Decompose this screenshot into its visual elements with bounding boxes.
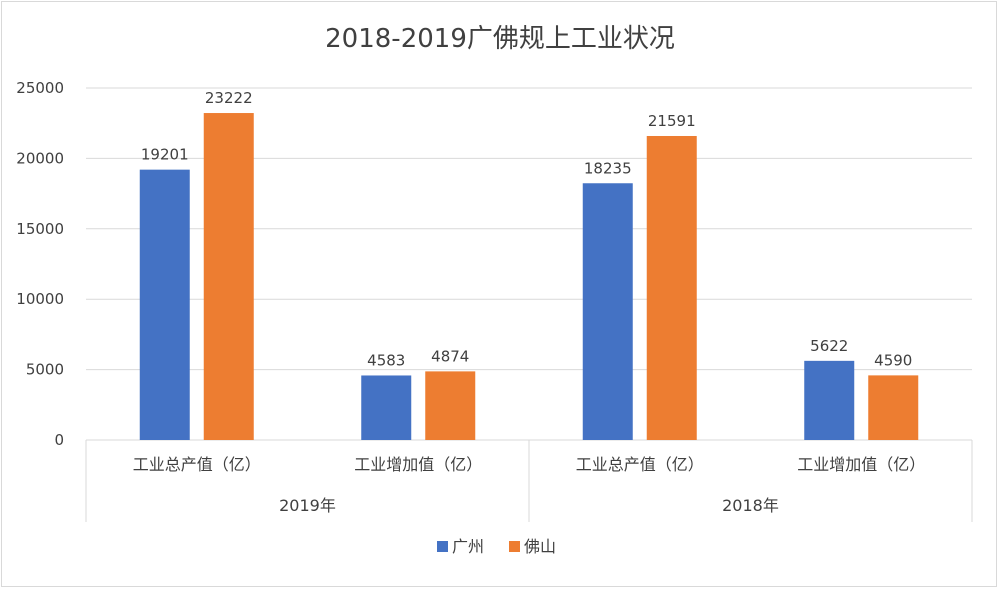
y-tick-label: 20000 — [16, 149, 64, 167]
y-tick-label: 15000 — [16, 220, 64, 238]
bar-佛山 — [203, 113, 254, 440]
category-label: 工业增加值（亿） — [797, 455, 925, 474]
data-label: 4874 — [431, 347, 469, 365]
y-tick-label: 0 — [54, 431, 64, 449]
data-label: 4583 — [367, 351, 405, 369]
category-label: 工业总产值（亿） — [133, 455, 261, 474]
axis-layer: 0 5000 10000 15000 20000 25000 2019年 工业总产值（亿） 工业… — [16, 79, 973, 522]
y-tick-label: 5000 — [26, 361, 64, 379]
bar-layer — [139, 113, 919, 441]
data-label: 5622 — [810, 337, 848, 355]
chart-title: 2018-2019广佛规上工业状况 — [325, 24, 675, 54]
bar-广州 — [804, 360, 855, 440]
bar-佛山 — [646, 135, 697, 440]
legend-label: 佛山 — [524, 537, 556, 556]
category-label: 工业增加值（亿） — [354, 455, 482, 474]
group-label: 2019年 — [279, 496, 336, 515]
bar-佛山 — [868, 375, 919, 440]
data-label: 23222 — [205, 89, 253, 107]
legend-label: 广州 — [452, 537, 484, 556]
legend-swatch — [509, 541, 520, 552]
category-label: 工业总产值（亿） — [576, 455, 704, 474]
data-label: 18235 — [584, 159, 632, 177]
legend: 广州 佛山 — [437, 537, 556, 556]
data-label: 19201 — [141, 146, 189, 164]
bar-广州 — [139, 169, 190, 441]
data-label: 21591 — [648, 112, 696, 130]
bar-佛山 — [425, 371, 476, 440]
legend-swatch — [437, 541, 448, 552]
y-tick-label: 25000 — [16, 79, 64, 97]
group-label: 2018年 — [722, 496, 779, 515]
bar-广州 — [361, 375, 412, 440]
bar-广州 — [582, 183, 633, 440]
label-layer: 19201 23222 4583 4874 18235 21591 5622 4590 — [141, 89, 912, 369]
y-tick-label: 10000 — [16, 290, 64, 308]
data-label: 4590 — [874, 351, 912, 369]
